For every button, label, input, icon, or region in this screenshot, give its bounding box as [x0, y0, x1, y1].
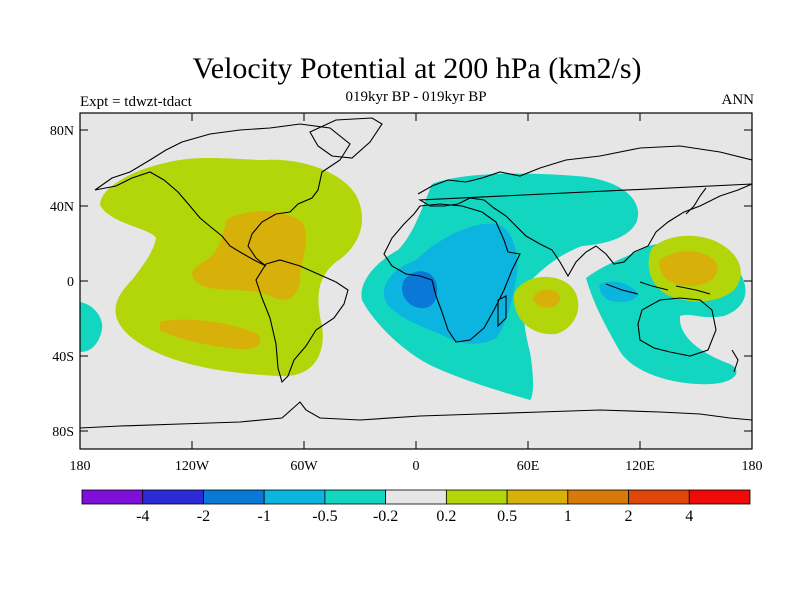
lat-tick-label: 80N — [50, 124, 74, 139]
lon-tick-labels: 180 120W 60W 0 60E 120E 180 — [70, 459, 763, 474]
axis-ticks — [79, 113, 753, 449]
labelbar-label: 0.2 — [436, 508, 456, 525]
labelbar-label: 1 — [564, 508, 572, 525]
lat-tick-labels: 80N 40N 0 40S 80S — [50, 124, 74, 440]
labelbar-swatch — [203, 489, 265, 505]
lon-tick-label: 120W — [175, 459, 210, 474]
period-label: 019kyr BP - 019kyr BP — [345, 89, 487, 105]
labelbar-swatch — [263, 489, 326, 505]
labelbar-label: 0.5 — [497, 508, 517, 525]
negative-region-west-edge — [80, 302, 103, 352]
labelbar-swatch — [567, 489, 629, 505]
labelbar-swatch — [81, 489, 144, 505]
labelbar-swatch — [445, 489, 508, 505]
labelbar-swatch — [506, 489, 569, 505]
labelbar-swatch — [385, 489, 447, 505]
coast-new-zealand — [731, 349, 739, 373]
coast-japan — [685, 187, 707, 215]
coast-australia — [637, 297, 717, 357]
contour-fills — [80, 158, 746, 400]
coast-africa — [383, 203, 521, 343]
labelbar-swatch — [628, 489, 690, 505]
experiment-label: Expt = tdwzt-tdact — [80, 94, 192, 110]
core-region-south-pacific — [160, 319, 261, 350]
labelbar-label: -2 — [197, 508, 210, 525]
strong-negative-indonesia — [599, 281, 638, 302]
coast-greenland — [309, 117, 383, 159]
lon-tick-label: 60E — [517, 459, 540, 474]
lat-tick-label: 0 — [67, 275, 74, 290]
lon-tick-label: 120E — [625, 459, 655, 474]
labelbar-swatch — [688, 489, 751, 505]
coast-europe-asia — [417, 145, 752, 278]
map-title: Velocity Potential at 200 hPa (km2/s) — [192, 52, 642, 85]
lon-tick-label: 0 — [413, 459, 420, 474]
lon-tick-label: 180 — [70, 459, 91, 474]
labelbar-label: 2 — [625, 508, 633, 525]
labelbar-swatch — [142, 489, 204, 505]
lat-tick-label: 40N — [50, 200, 74, 215]
coast-indonesia — [605, 281, 711, 295]
labelbar-label: -0.5 — [312, 508, 337, 525]
lat-tick-label: 80S — [52, 425, 74, 440]
core-region-americas — [192, 211, 306, 300]
lon-tick-label: 60W — [290, 459, 318, 474]
core-region-west-pacific — [659, 251, 718, 286]
coastlines — [80, 117, 752, 429]
lon-tick-label: 180 — [742, 459, 763, 474]
core-negative-africa — [401, 271, 438, 309]
labelbar-label: -4 — [136, 508, 149, 525]
strong-negative-africa — [383, 223, 518, 344]
core-region-indian-ocean — [533, 289, 560, 308]
labelbar-label: 4 — [685, 508, 693, 525]
coast-antarctica — [80, 401, 752, 429]
label-bar: -4 -2 -1 -0.5 -0.2 0.2 0.5 1 2 4 — [81, 489, 751, 525]
coast-north-america — [94, 123, 351, 267]
labelbar-label: -1 — [258, 508, 271, 525]
labelbar-label: -0.2 — [373, 508, 398, 525]
labelbar-swatch — [324, 489, 387, 505]
season-label: ANN — [721, 92, 755, 108]
coast-south-america — [255, 259, 349, 384]
lat-tick-label: 40S — [52, 350, 74, 365]
coast-madagascar — [497, 295, 507, 328]
